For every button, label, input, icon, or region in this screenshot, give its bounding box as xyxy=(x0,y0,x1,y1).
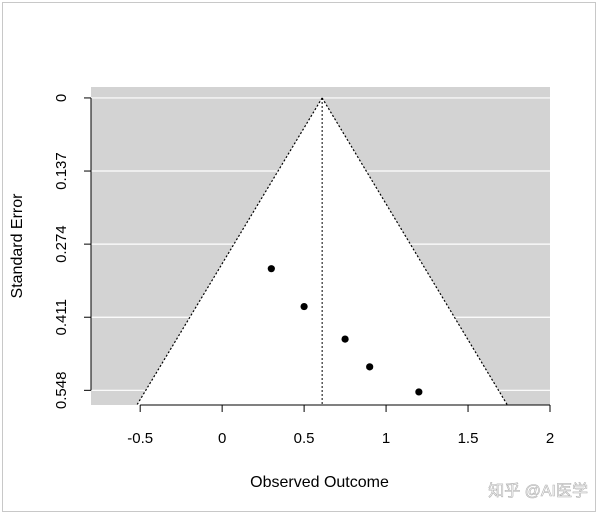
x-axis-title: Observed Outcome xyxy=(250,474,389,491)
data-point-2 xyxy=(341,335,349,343)
x-tick-label-0: -0.5 xyxy=(127,430,153,447)
y-tick-label-3: 0.411 xyxy=(53,299,70,335)
x-tick-label-2: 0.5 xyxy=(294,430,315,447)
y-tick-label-1: 0.137 xyxy=(53,152,70,190)
y-tick-label-0: 0 xyxy=(53,94,70,102)
x-tick-label-5: 2 xyxy=(546,430,554,447)
data-point-4 xyxy=(415,388,423,396)
x-tick-label-1: 0 xyxy=(218,430,226,447)
data-point-3 xyxy=(366,363,374,371)
y-tick-label-2: 0.274 xyxy=(53,225,70,263)
x-tick-label-3: 1 xyxy=(382,430,390,447)
y-tick-label-4: 0.548 xyxy=(53,372,70,410)
data-point-1 xyxy=(300,302,308,311)
x-tick-label-4: 1.5 xyxy=(458,430,479,447)
watermark-text: 知乎 @AI医学 xyxy=(488,482,588,500)
y-axis-title: Standard Error xyxy=(9,193,26,299)
data-point-0 xyxy=(267,265,275,273)
